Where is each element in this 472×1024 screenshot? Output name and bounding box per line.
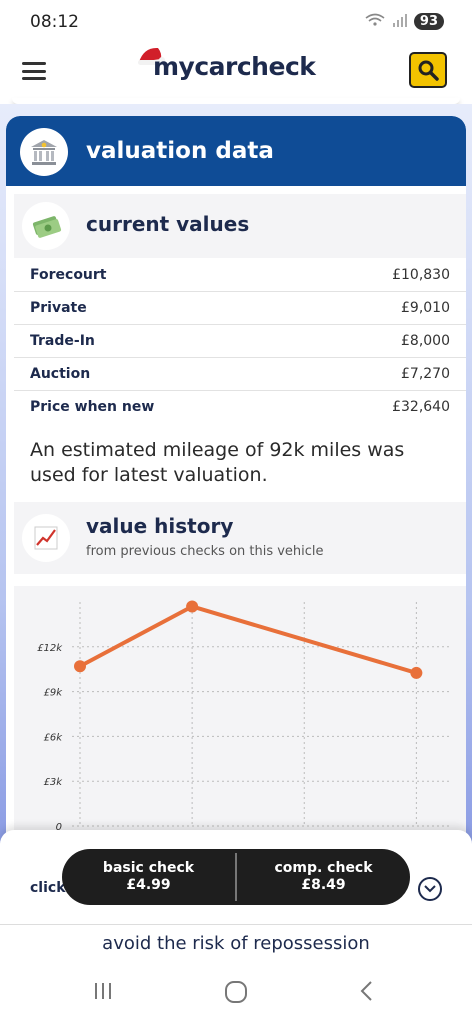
row-label: Auction	[30, 366, 91, 382]
bank-icon	[20, 128, 68, 176]
comp-check-button[interactable]: comp. check £8.49	[237, 849, 410, 905]
status-time: 08:12	[30, 12, 79, 32]
row-value: £32,640	[392, 399, 450, 415]
check-pill: basic check £4.99 comp. check £8.49	[62, 849, 410, 905]
chart-canvas: £12k£9k£6k£3k0Dec 20Mar 22Jun 23Aug 24	[37, 600, 450, 843]
mileage-note: An estimated mileage of 92k miles was us…	[30, 439, 405, 486]
table-row: Forecourt £10,830	[14, 258, 466, 291]
money-icon	[22, 202, 70, 250]
y-tick-label: £9k	[43, 688, 63, 699]
hamburger-icon[interactable]	[22, 62, 46, 80]
row-value: £10,830	[392, 266, 450, 283]
table-row: Trade-In £8,000	[14, 324, 466, 357]
y-tick-label: £6k	[43, 732, 63, 743]
basic-check-label: basic check	[102, 860, 195, 876]
comp-check-label: comp. check	[274, 860, 373, 876]
y-tick-label: £12k	[37, 643, 63, 654]
status-bar: 08:12 93	[0, 0, 472, 42]
value-history-subtitle: from previous checks on this vehicle	[86, 544, 324, 559]
row-label: Trade-In	[30, 333, 95, 349]
pill-divider	[235, 853, 237, 901]
status-icons: 93	[364, 12, 444, 31]
table-row: Auction £7,270	[14, 357, 466, 390]
chart-trend-icon	[22, 514, 70, 562]
valuation-header: valuation data	[6, 116, 466, 186]
santa-hat-icon	[138, 47, 165, 65]
value-history-chart: £12k£9k£6k£3k0Dec 20Mar 22Jun 23Aug 24	[14, 586, 466, 843]
y-tick-label: 0	[56, 822, 62, 833]
table-row: Private £9,010	[14, 291, 466, 324]
chevron-down-icon[interactable]	[418, 877, 442, 901]
battery-badge: 93	[413, 13, 444, 30]
current-values-header: current values	[14, 194, 466, 258]
data-point	[186, 600, 199, 613]
repossession-banner[interactable]: avoid the risk of repossession	[0, 924, 472, 962]
current-values-title: current values	[86, 212, 250, 236]
magnifier-icon	[418, 60, 439, 81]
y-tick-label: £3k	[43, 777, 63, 788]
search-button[interactable]	[409, 52, 447, 88]
value-history-title: value history	[86, 514, 234, 538]
row-value: £9,010	[401, 300, 450, 316]
basic-check-price: £4.99	[126, 877, 171, 893]
recent-apps-icon[interactable]	[92, 980, 114, 1006]
basic-check-button[interactable]: basic check £4.99	[62, 849, 235, 905]
series-line	[79, 604, 417, 675]
logo[interactable]: mycarcheck	[153, 52, 316, 81]
valuation-title: valuation data	[86, 138, 274, 164]
values-table: Forecourt £10,830 Private £9,010 Trade-In £…	[14, 258, 466, 423]
valuation-card: valuation data current values Forecourt £…	[6, 116, 466, 926]
system-nav-bar	[0, 962, 472, 1024]
app-header: mycarcheck	[0, 42, 472, 102]
data-point	[74, 660, 86, 673]
wifi-icon	[364, 13, 386, 30]
row-value: £8,000	[401, 333, 450, 349]
row-value: £7,270	[401, 366, 450, 382]
back-icon[interactable]	[356, 980, 378, 1006]
table-row: Price when new £32,640	[14, 390, 466, 423]
home-icon[interactable]	[224, 980, 248, 1008]
signal-icon	[392, 12, 408, 31]
data-point	[410, 666, 423, 679]
value-history-header: value history from previous checks on th…	[14, 502, 466, 574]
row-label: Forecourt	[30, 266, 107, 283]
comp-check-price: £8.49	[301, 877, 346, 893]
row-label: Private	[30, 300, 87, 316]
row-label: Price when new	[30, 399, 155, 415]
